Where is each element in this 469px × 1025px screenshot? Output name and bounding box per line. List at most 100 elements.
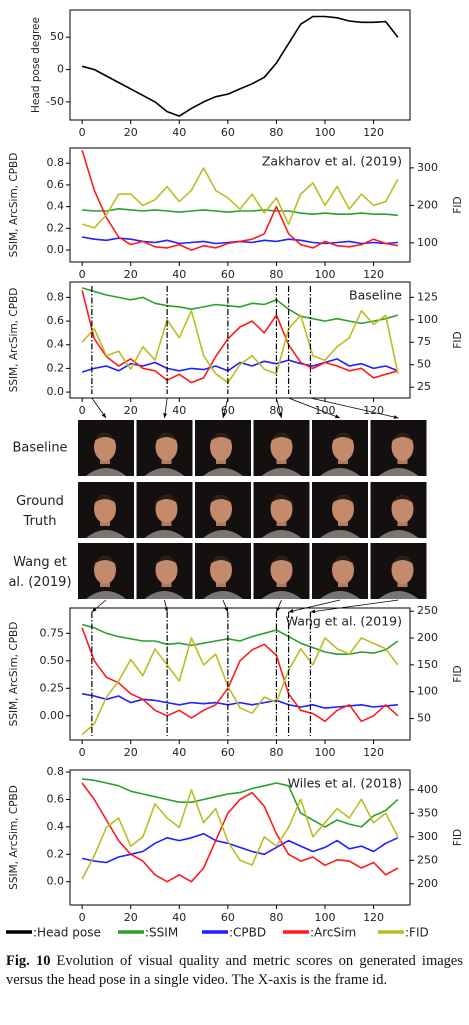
face-image: [195, 420, 251, 476]
hair: [331, 433, 355, 442]
x-tick-label: 0: [79, 268, 86, 281]
face-image: [195, 482, 251, 538]
face-image: [370, 482, 427, 538]
x-tick-label: 0: [79, 911, 86, 924]
hair: [390, 556, 415, 565]
x-tick-label: 40: [172, 404, 186, 417]
shirt: [320, 468, 360, 476]
face: [155, 495, 178, 523]
y2-tick-label: 200: [417, 198, 438, 211]
row-label: Ground Truth: [16, 494, 64, 529]
face-image: [312, 420, 368, 476]
face: [155, 556, 178, 584]
hair: [331, 495, 355, 504]
legend-label: :ArcSim: [310, 926, 356, 940]
caption-label: Fig. 10: [6, 953, 51, 969]
series-line: [81, 236, 398, 245]
shirt: [320, 530, 360, 538]
face-image: [253, 543, 310, 599]
x-tick-label: 0: [79, 746, 86, 759]
hair: [331, 556, 355, 565]
face-image: [253, 482, 310, 538]
y2-tick-label: 100: [417, 685, 438, 698]
y-tick-label: 50: [50, 30, 64, 43]
shirt: [261, 591, 302, 599]
y-tick-label: 0.0: [47, 875, 65, 888]
hair: [209, 556, 233, 565]
series-line: [81, 149, 399, 251]
shirt: [378, 530, 419, 538]
x-tick-label: 20: [124, 404, 138, 417]
arrow-head: [224, 607, 228, 612]
series-line: [81, 358, 399, 373]
face: [391, 556, 414, 584]
face-image: [370, 543, 427, 599]
caption: Fig. 10 Evolution of visual quality and m…: [6, 952, 463, 990]
y2-tick-label: 75: [417, 335, 431, 348]
y2-tick-label: 50: [417, 358, 431, 371]
y2-tick-label: 25: [417, 380, 431, 393]
x-tick-label: 120: [363, 268, 384, 281]
chart-title: Wiles et al. (2018): [288, 776, 402, 791]
arrow: [310, 599, 399, 613]
y-tick-label: 0.8: [47, 290, 65, 303]
x-tick-label: 80: [269, 911, 283, 924]
face-image: [78, 543, 134, 599]
hair: [209, 495, 233, 504]
face: [155, 433, 178, 461]
face-image: [78, 420, 134, 476]
y-tick-label: 0.0: [47, 385, 65, 398]
face: [210, 495, 232, 523]
face-image: [78, 482, 134, 538]
y2-tick-label: 150: [417, 658, 438, 671]
y2-tick-label: 50: [417, 712, 431, 725]
face: [94, 433, 116, 461]
y2-tick-label: 250: [417, 604, 438, 617]
y-tick-label: 0.4: [47, 338, 65, 351]
face-image: [253, 420, 310, 476]
x-tick-label: 40: [172, 126, 186, 139]
x-tick-label: 40: [172, 268, 186, 281]
y-tick-label: 0.4: [47, 200, 65, 213]
hair: [209, 433, 233, 442]
shirt: [203, 530, 243, 538]
arrow-head: [335, 414, 340, 419]
y-tick-label: 0.4: [47, 820, 65, 833]
x-tick-label: 80: [269, 268, 283, 281]
legend-label: :CPBD: [229, 926, 266, 940]
series-line: [81, 287, 399, 325]
x-tick-label: 120: [363, 911, 384, 924]
face: [94, 495, 116, 523]
y-tick-label: 0.0: [47, 243, 65, 256]
shirt: [86, 468, 126, 476]
arrow-head: [91, 607, 97, 612]
series-line: [81, 627, 399, 723]
y-axis-label: Head pose degree: [30, 17, 42, 113]
x-tick-label: 120: [363, 746, 384, 759]
y-axis-label: SSIM, ArcSim, CPBD: [8, 785, 20, 890]
face-image: [136, 420, 193, 476]
arrow-head: [222, 413, 226, 418]
face-image: [136, 543, 193, 599]
series-line: [82, 778, 399, 828]
shirt: [86, 591, 126, 599]
face: [210, 556, 232, 584]
series-line: [81, 310, 399, 384]
hair: [154, 556, 179, 565]
shirt: [320, 591, 360, 599]
y-axis-label: SSIM, ArcSim, CPBD: [8, 288, 20, 393]
face: [94, 556, 116, 584]
plot-frame: [69, 9, 411, 121]
x-tick-label: 20: [124, 268, 138, 281]
shirt: [261, 468, 302, 476]
y2-tick-label: 125: [417, 290, 438, 303]
chart-title: Baseline: [349, 288, 402, 303]
x-tick-label: 60: [221, 746, 235, 759]
hair: [269, 556, 294, 565]
series-line: [81, 832, 399, 864]
x-tick-label: 120: [363, 126, 384, 139]
arrow: [310, 397, 399, 419]
y-tick-label: 0.8: [47, 156, 65, 169]
x-tick-label: 60: [221, 126, 235, 139]
